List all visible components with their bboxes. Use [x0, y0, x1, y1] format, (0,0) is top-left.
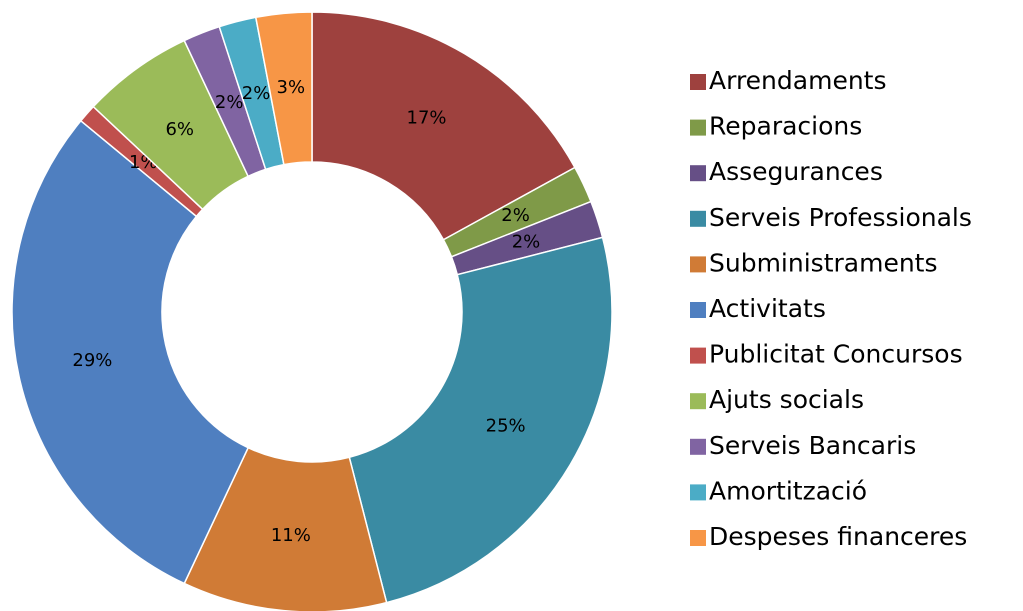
legend-swatch: [690, 165, 706, 182]
legend-swatch: [690, 347, 706, 364]
legend-swatch: [690, 74, 706, 90]
legend-swatch: [690, 484, 706, 501]
data-label: 2%: [512, 231, 541, 252]
legend-label: Despeses financeres: [709, 522, 967, 551]
data-label: 25%: [486, 416, 526, 437]
legend-label: Serveis Bancaris: [709, 431, 916, 460]
legend-swatch: [690, 256, 706, 273]
data-label: 17%: [407, 107, 447, 128]
legend-label: Ajuts socials: [709, 385, 864, 414]
legend-swatch: [690, 210, 706, 227]
legend-label: Serveis Professionals: [709, 203, 972, 232]
legend-label: Arrendaments: [709, 66, 887, 95]
legend-swatch: [690, 530, 706, 546]
data-label: 11%: [271, 525, 311, 546]
legend-swatch: [690, 119, 706, 136]
data-label: 6%: [165, 119, 194, 140]
slice: [11, 119, 250, 585]
legend-swatch: [690, 393, 706, 410]
legend-label: Assegurances: [709, 157, 883, 186]
legend-label: Subministraments: [709, 248, 938, 277]
legend-label: Publicitat Concursos: [709, 340, 963, 369]
slice: [254, 11, 313, 166]
slice: [311, 11, 576, 241]
legend-label: Activitats: [709, 294, 826, 323]
data-label: 3%: [277, 77, 306, 98]
legend-swatch: [690, 438, 706, 455]
legend-swatch: [690, 302, 706, 318]
data-label: 2%: [242, 83, 271, 104]
data-label: 2%: [501, 205, 530, 226]
data-label: 29%: [72, 350, 112, 371]
data-label: 2%: [215, 92, 244, 113]
legend-label: Amortització: [709, 476, 867, 505]
legend-label: Reparacions: [709, 112, 862, 141]
slice: [348, 236, 613, 604]
